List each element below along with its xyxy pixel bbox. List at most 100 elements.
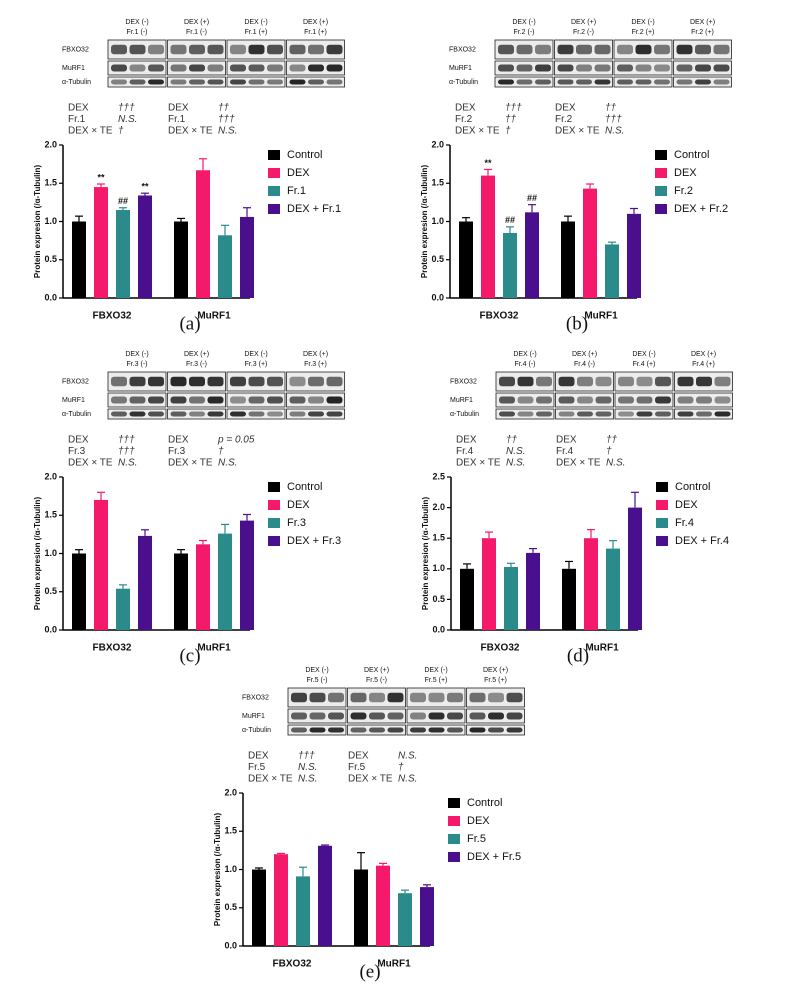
stat-label: DEX × TE	[248, 774, 293, 785]
bar	[420, 887, 434, 946]
lane-label: DEX (-)	[631, 19, 654, 26]
blot-band	[148, 64, 164, 72]
blot-band	[635, 79, 652, 85]
bar	[94, 499, 108, 630]
lane-label: Fr.1 (-)	[127, 29, 148, 36]
blot-band	[308, 64, 324, 72]
blot-band	[207, 396, 224, 404]
blot-band	[713, 44, 730, 55]
error-bar	[221, 523, 229, 534]
blot-band	[488, 712, 504, 720]
y-tick-label: 2.0	[431, 139, 444, 149]
legend-label: DEX	[287, 499, 310, 511]
stat-value: ††	[606, 435, 618, 446]
blot-band	[267, 411, 283, 417]
blot-band	[170, 376, 187, 387]
bar	[584, 538, 598, 630]
blot-band	[291, 712, 307, 720]
blot-band	[558, 376, 575, 387]
legend-swatch	[268, 168, 280, 178]
bar	[354, 869, 368, 946]
panel-label: (c)	[179, 645, 200, 666]
stat-label: DEX	[555, 103, 576, 114]
lane-label: DEX (-)	[512, 19, 535, 26]
lane-label: DEX (+)	[571, 19, 596, 26]
blot-band	[499, 376, 515, 387]
legend-label: Fr.1	[287, 185, 306, 197]
blot-band	[170, 44, 187, 55]
lane-label: DEX (+)	[303, 19, 328, 26]
blot-band	[111, 396, 127, 404]
error-bar	[484, 168, 492, 176]
blot-band	[654, 44, 670, 55]
error-bar	[97, 183, 105, 188]
blot-band	[350, 712, 367, 720]
legend-swatch	[655, 150, 667, 160]
blot-band	[714, 411, 731, 417]
blot-band	[654, 79, 670, 85]
blot-band	[111, 411, 127, 417]
bar	[605, 244, 619, 298]
stat-label: Fr.5	[348, 762, 366, 773]
blot-band	[636, 396, 653, 404]
error-bar	[586, 183, 594, 189]
panel-label: (d)	[567, 645, 589, 666]
blot-row-label: MuRF1	[62, 65, 85, 72]
error-bar	[321, 844, 329, 846]
error-bar	[608, 241, 616, 245]
blot-band	[387, 712, 404, 720]
bar	[72, 221, 86, 298]
bar	[252, 869, 266, 946]
stat-value: †	[218, 446, 224, 457]
error-bar	[379, 862, 387, 866]
blot-band	[577, 411, 593, 417]
blot-band	[488, 692, 504, 703]
lane-label: DEX (+)	[690, 19, 715, 26]
stat-value: N.S.	[298, 774, 317, 785]
blot-band	[328, 692, 344, 703]
blot-row-label: MuRF1	[450, 397, 473, 404]
bar	[460, 568, 474, 630]
lane-label: Fr.1 (+)	[304, 29, 327, 36]
stat-value: †	[118, 126, 124, 137]
blot-band	[695, 64, 711, 72]
blot-band	[170, 79, 187, 85]
blot-band	[291, 692, 307, 703]
bar	[606, 548, 620, 630]
lane-label: DEX (-)	[305, 667, 328, 674]
stat-value: N.S.	[506, 458, 525, 469]
blot-band	[129, 64, 146, 72]
legend-label: Control	[287, 149, 322, 161]
lane-label: Fr.4 (+)	[633, 361, 656, 368]
bar	[196, 544, 210, 630]
blot-band	[428, 692, 445, 703]
blot-band	[714, 396, 731, 404]
stat-label: DEX × TE	[168, 126, 213, 137]
stat-label: DEX × TE	[68, 458, 113, 469]
blot-band	[676, 79, 693, 85]
stat-value: N.S.	[606, 458, 625, 469]
blot-band	[617, 64, 633, 72]
legend-label: Control	[675, 481, 710, 493]
error-bar	[357, 852, 365, 870]
blot-band	[498, 44, 514, 55]
blot-band	[308, 376, 324, 387]
blot-band	[148, 411, 164, 417]
panel-label: (e)	[359, 961, 380, 982]
bar	[459, 221, 473, 298]
error-bar	[119, 207, 127, 211]
blot-band	[499, 411, 515, 417]
blot-band	[267, 44, 283, 55]
legend-label: Fr.2	[674, 185, 693, 197]
y-tick-label: 2.0	[224, 787, 237, 797]
error-bar	[199, 539, 207, 545]
blot-band	[230, 44, 246, 55]
blot-band	[594, 44, 611, 55]
error-bar	[299, 866, 307, 877]
blot-band	[595, 396, 612, 404]
x-tick-label: MuRF1	[585, 643, 619, 654]
legend-swatch	[268, 150, 280, 160]
blot-band	[696, 396, 712, 404]
bar	[398, 893, 412, 946]
blot-band	[516, 64, 533, 72]
